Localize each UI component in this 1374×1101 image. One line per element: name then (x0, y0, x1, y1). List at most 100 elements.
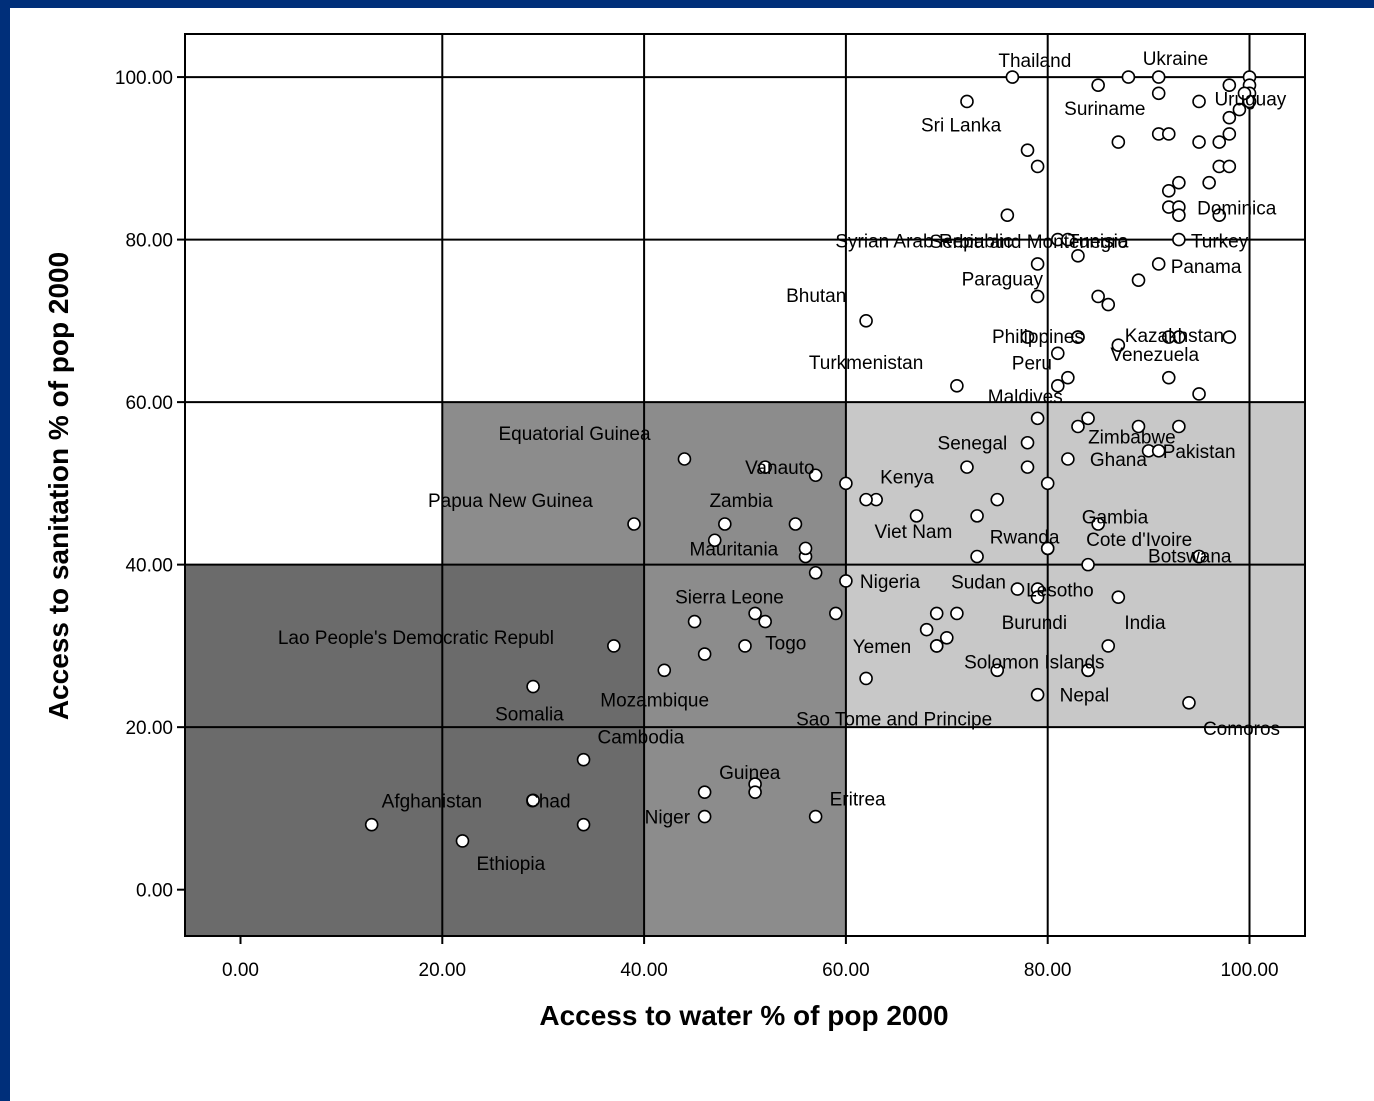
data-point (1151, 70, 1166, 84)
data-point (455, 834, 470, 848)
data-point (1081, 557, 1095, 572)
data-point (748, 606, 762, 621)
data-point (697, 809, 712, 824)
x-tick-label: 100.00 (1220, 960, 1278, 981)
data-point (1192, 135, 1206, 149)
data-point (607, 639, 621, 653)
point-label: Lao People's Democratic Republ (278, 628, 554, 649)
data-point (1192, 94, 1206, 109)
data-point (1161, 184, 1176, 198)
data-point (1161, 127, 1176, 141)
point-label: Sudan (951, 573, 1006, 594)
point-label: Yemen (853, 637, 911, 658)
slide-background: 0.00 20.00 40.00 60.00 80.00 100.00 0.00 20.00… (10, 8, 1374, 1101)
point-label: Serbia and Montenegro (930, 232, 1129, 253)
data-point (627, 517, 641, 531)
data-point (1101, 297, 1116, 312)
y-axis-ticks: 0.00 20.00 40.00 60.00 80.00 100.00 (115, 68, 185, 902)
data-point (829, 606, 843, 621)
y-tick-label: 20.00 (125, 718, 173, 739)
point-label: Botswana (1148, 547, 1232, 568)
x-tick-label: 0.00 (222, 960, 259, 981)
point-label: Sierra Leone (675, 587, 784, 608)
data-point (707, 533, 722, 548)
data-point (1161, 330, 1176, 344)
data-point (526, 793, 540, 808)
y-tick-label: 40.00 (125, 556, 173, 577)
data-point (960, 94, 974, 109)
point-label: Pakistan (1163, 442, 1236, 463)
data-point (950, 606, 964, 621)
point-label: Gambia (1082, 507, 1149, 528)
point-label: Peru (1012, 353, 1052, 374)
data-point (1222, 78, 1237, 92)
data-point (929, 606, 944, 621)
point-label: Bhutan (786, 286, 846, 307)
point-label: Kenya (880, 468, 934, 489)
point-label: Rwanda (990, 527, 1060, 548)
scatter-chart: 0.00 20.00 40.00 60.00 80.00 100.00 0.00 20.00… (43, 33, 1306, 1031)
x-tick-label: 80.00 (1024, 960, 1072, 981)
data-point (788, 517, 803, 531)
data-point (1222, 127, 1237, 141)
data-point (697, 785, 712, 799)
data-point (1192, 387, 1206, 401)
plot-frame (184, 33, 1306, 937)
point-label: Philippines (992, 327, 1084, 348)
data-point (1172, 175, 1186, 190)
point-label: Papua New Guinea (428, 491, 593, 512)
data-point (526, 679, 540, 694)
data-point (677, 452, 692, 466)
data-point (1212, 208, 1227, 223)
data-point (1111, 590, 1126, 604)
data-point (1050, 379, 1065, 393)
data-point (1071, 419, 1085, 434)
data-point (1071, 330, 1085, 344)
data-point (1151, 444, 1166, 458)
data-point (1000, 208, 1015, 223)
data-point (859, 314, 873, 328)
point-label: Ethiopia (476, 854, 545, 875)
point-label: Syrian Arab Republic (835, 232, 1012, 253)
point-label: Somalia (495, 705, 564, 726)
point-label: Guinea (719, 763, 781, 784)
data-point (718, 517, 732, 531)
point-label: Nepal (1060, 686, 1110, 707)
point-label: Lesotho (1026, 581, 1094, 602)
data-point (1237, 86, 1252, 101)
data-point (1222, 110, 1237, 125)
data-point (1192, 549, 1206, 564)
data-point (1061, 370, 1075, 385)
data-point (1131, 419, 1146, 434)
data-point (697, 647, 712, 661)
data-point (1020, 435, 1035, 450)
x-axis-ticks: 0.00 20.00 40.00 60.00 80.00 100.00 (222, 936, 1279, 981)
point-label: India (1124, 613, 1166, 634)
point-label: Viet Nam (875, 522, 953, 543)
data-point (1101, 639, 1116, 653)
data-point (1061, 452, 1075, 466)
data-point (1151, 257, 1166, 271)
data-point (1161, 370, 1176, 385)
point-label: Venezuela (1110, 345, 1199, 366)
data-point (1111, 135, 1126, 149)
point-label: Uruguay (1214, 89, 1286, 110)
y-tick-label: 0.00 (136, 881, 173, 902)
y-tick-label: 100.00 (115, 68, 173, 89)
data-point (940, 630, 954, 645)
data-point (1151, 86, 1166, 101)
point-label: Vanauto (745, 458, 814, 479)
point-label: Equatorial Guinea (498, 424, 651, 445)
point-label: Tunisia (1068, 232, 1129, 253)
point-label: Zambia (709, 491, 773, 512)
point-label: Zimbabwe (1088, 427, 1176, 448)
point-label: Comoros (1203, 719, 1280, 740)
data-point (1050, 346, 1065, 361)
data-point (839, 574, 853, 588)
point-label: Senegal (938, 434, 1008, 455)
data-point (1172, 419, 1186, 434)
data-point (839, 476, 853, 491)
data-point (929, 639, 944, 653)
point-label: Thailand (998, 51, 1071, 72)
point-label: Dominica (1197, 199, 1277, 220)
